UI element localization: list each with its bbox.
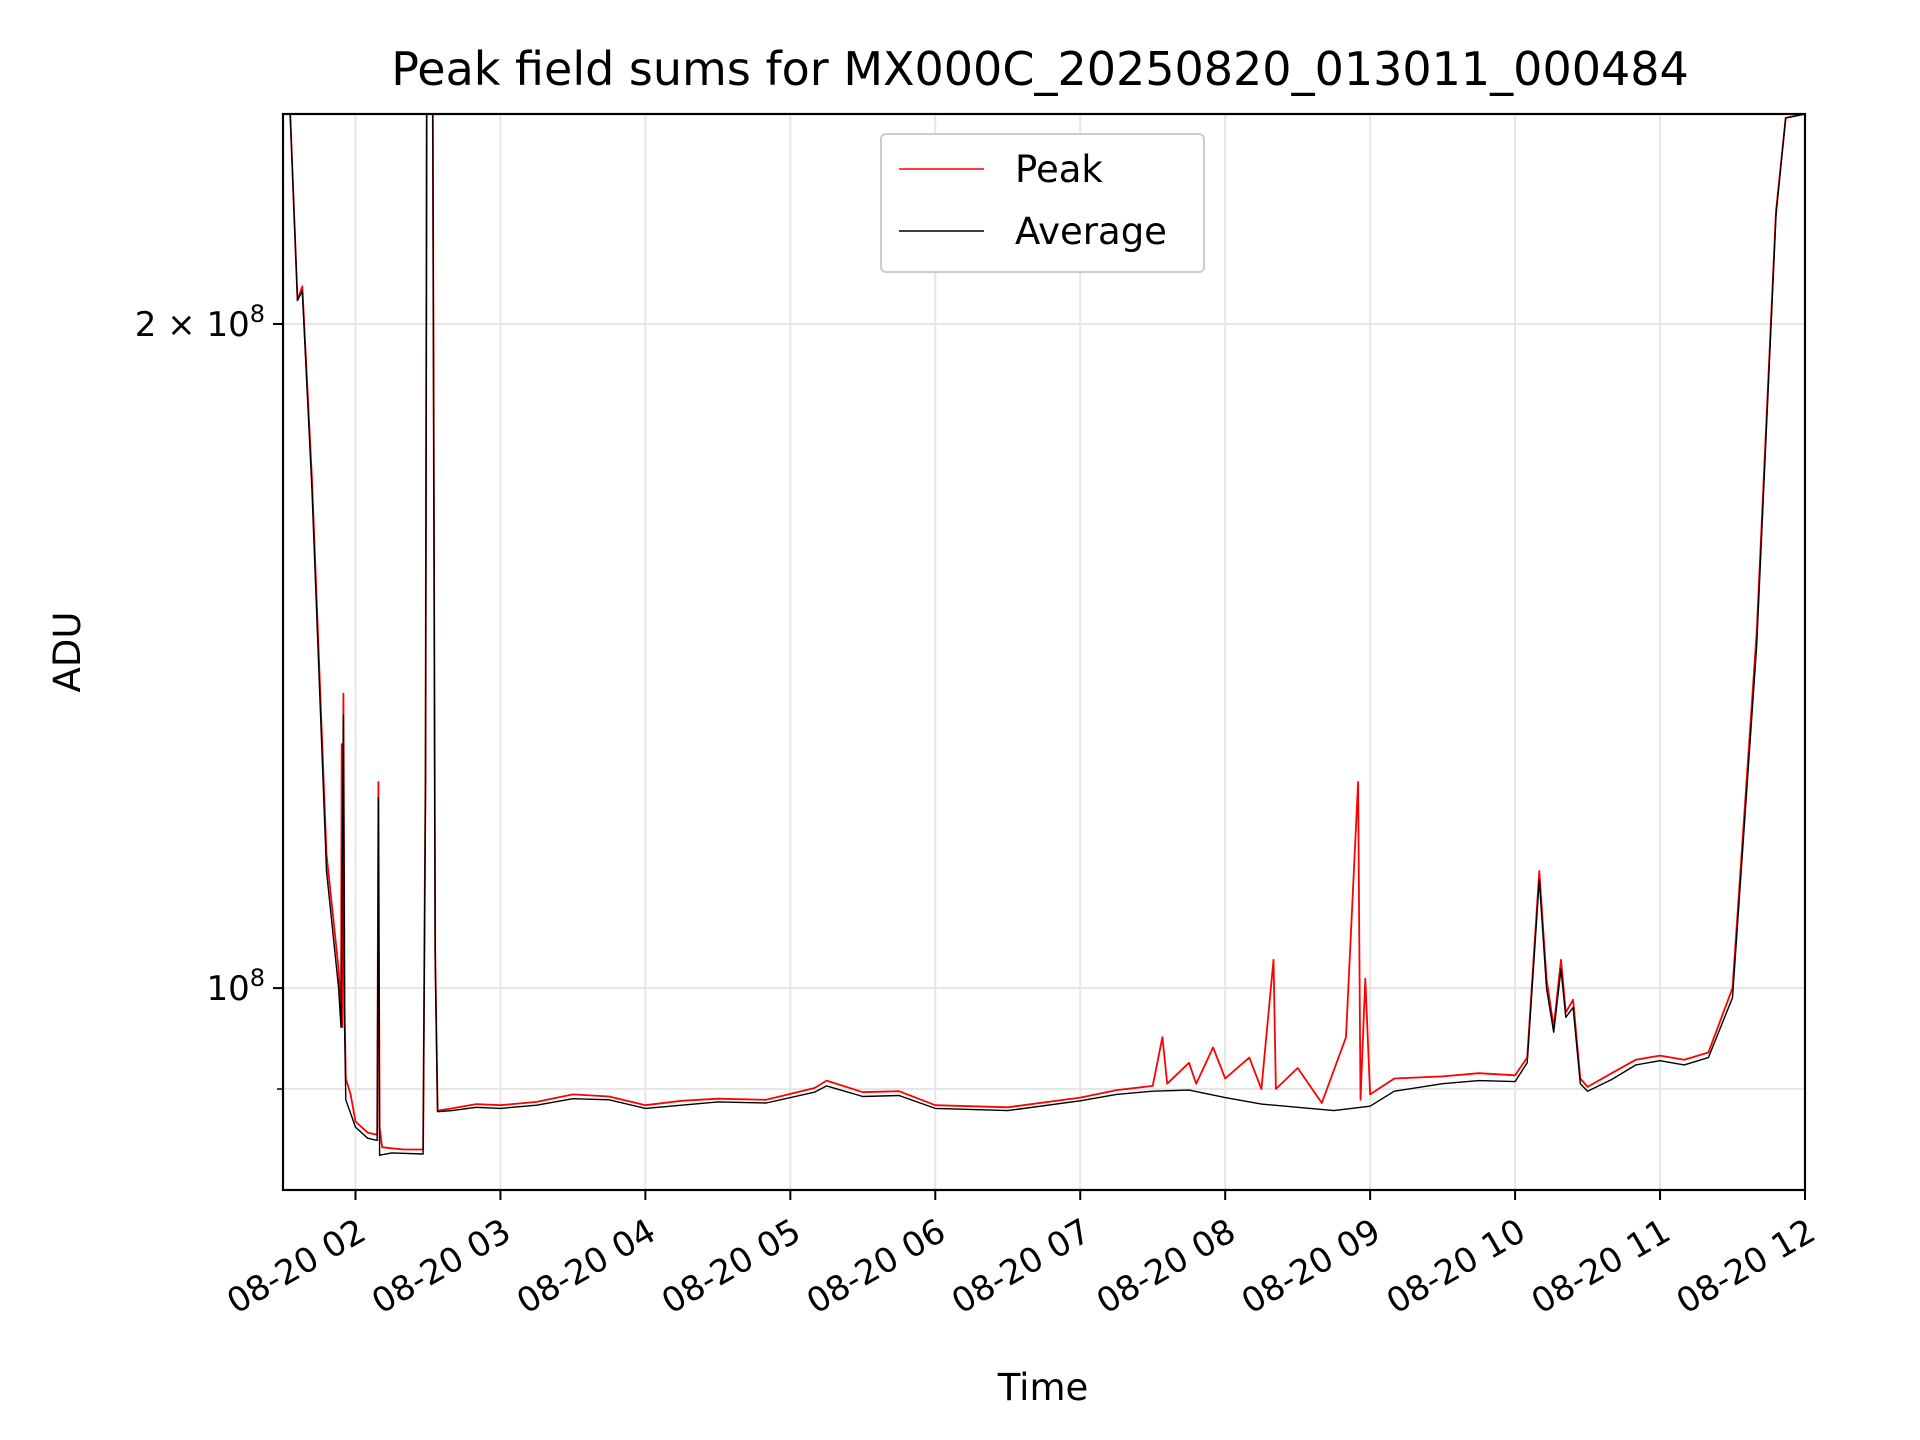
y-tick-exponent: 8 [250,300,265,328]
legend: Peak Average [880,133,1205,273]
chart-title: Peak field sums for MX000C_20250820_0130… [391,42,1689,96]
x-axis-label: Time [997,1366,1089,1409]
legend-label-average: Average [1015,210,1167,253]
series-line-peak [283,113,1806,1151]
y-tick-exponent: 8 [250,964,265,992]
legend-label-peak: Peak [1015,148,1103,191]
plot-frame [281,112,1807,1192]
y-tick-label: 2 × 108 [135,300,265,345]
y-tick-base: 10 [206,969,249,1009]
plot-lines [283,113,1806,1156]
series-line-average [283,113,1806,1156]
y-tick-label: 108 [206,964,265,1009]
y-tick-base: 2 × 10 [135,305,250,345]
y-axis-label: ADU [46,612,89,693]
